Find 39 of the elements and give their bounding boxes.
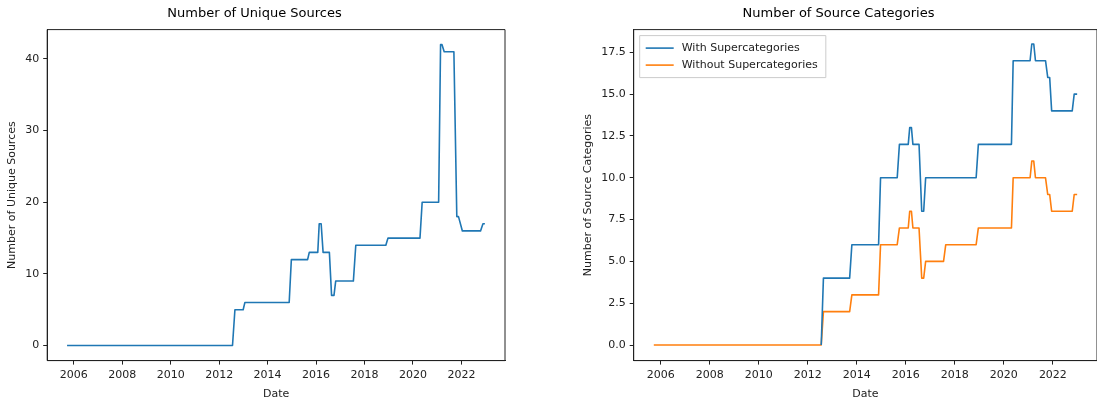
y-tick-label: 15.0 xyxy=(601,87,626,101)
x-tick-label: 2014 xyxy=(253,368,282,382)
x-tick-label: 2008 xyxy=(695,368,724,382)
x-tick-label: 2018 xyxy=(940,368,969,382)
y-tick-label: 2.5 xyxy=(608,296,626,310)
x-tick-label: 2010 xyxy=(744,368,773,382)
legend-label: Without Supercategories xyxy=(681,57,819,71)
y-tick-label: 30 xyxy=(25,123,40,137)
x-tick-label: 2006 xyxy=(646,368,675,382)
x-tick-label: 2018 xyxy=(350,368,379,382)
y-tick-label: 0.0 xyxy=(608,337,626,351)
x-tick-label: 2010 xyxy=(156,368,185,382)
y-tick-label: 10.0 xyxy=(601,170,626,184)
x-tick-label: 2008 xyxy=(108,368,137,382)
y-tick-label: 7.5 xyxy=(608,212,626,226)
chart-title: Number of Source Categories xyxy=(742,5,935,21)
y-tick-label: 17.5 xyxy=(601,45,626,59)
x-tick-label: 2012 xyxy=(205,368,234,382)
x-tick-label: 2006 xyxy=(59,368,88,382)
y-tick-label: 10 xyxy=(25,266,40,280)
x-tick-label: 2022 xyxy=(447,368,476,382)
legend-label: With Supercategories xyxy=(681,40,801,54)
y-axis-title: Number of Source Categories xyxy=(581,113,595,277)
chart-title: Number of Unique Sources xyxy=(167,5,342,21)
x-axis-title: Date xyxy=(262,387,290,401)
x-tick-label: 2020 xyxy=(989,368,1018,382)
x-tick-label: 2012 xyxy=(793,368,822,382)
x-tick-label: 2020 xyxy=(398,368,427,382)
x-tick-label: 2016 xyxy=(891,368,920,382)
y-tick-label: 12.5 xyxy=(601,128,626,142)
y-tick-label: 40 xyxy=(25,51,40,65)
y-tick-label: 5.0 xyxy=(608,254,626,268)
x-tick-label: 2014 xyxy=(842,368,871,382)
x-axis-title: Date xyxy=(852,387,879,401)
y-tick-label: 0 xyxy=(32,338,40,352)
y-tick-label: 20 xyxy=(25,195,40,209)
y-axis-title: Number of Unique Sources xyxy=(5,121,19,269)
x-tick-label: 2022 xyxy=(1038,368,1067,382)
x-tick-label: 2016 xyxy=(302,368,331,382)
